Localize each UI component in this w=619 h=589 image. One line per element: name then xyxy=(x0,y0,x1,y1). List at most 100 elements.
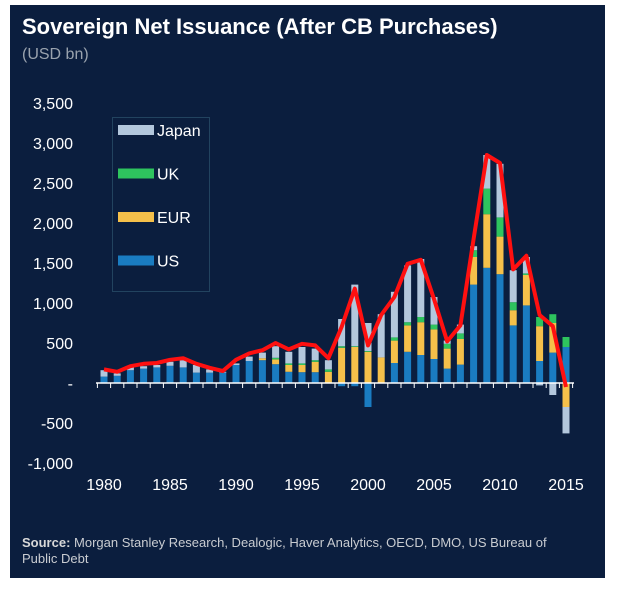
bar-us-1989 xyxy=(219,372,227,383)
bar-uk-1998 xyxy=(338,346,346,348)
bar-uk-1994 xyxy=(285,363,293,365)
x-tick-label: 1985 xyxy=(152,477,188,494)
bar-us-2011 xyxy=(509,325,517,383)
bar-eur-1999 xyxy=(351,347,359,383)
bar-uk-1993 xyxy=(272,357,280,360)
bar-japan-2004 xyxy=(417,259,425,317)
bar-us-2014 xyxy=(549,352,557,383)
bar-japan-2002 xyxy=(390,291,398,338)
legend-label-eur: EUR xyxy=(157,210,191,227)
y-tick-label: 1,000 xyxy=(33,296,73,313)
bar-japan-2005 xyxy=(430,297,438,325)
bar-uk-2012 xyxy=(522,273,530,275)
bar-eur-2009 xyxy=(483,214,491,268)
bar-japan-1988 xyxy=(206,369,214,373)
bar-japan-1986 xyxy=(179,360,187,368)
bar-uk-2003 xyxy=(404,322,412,326)
bar-eur-2008 xyxy=(470,257,478,285)
bar-japan-2014 xyxy=(549,383,557,395)
bar-japan-2012 xyxy=(522,257,530,274)
bar-eur-2015 xyxy=(562,383,570,407)
legend-label-us: US xyxy=(157,254,179,271)
y-tick-label: 2,000 xyxy=(33,216,73,233)
bar-us-2013 xyxy=(536,361,544,383)
source-note: Source: Morgan Stanley Research, Dealogi… xyxy=(22,535,582,567)
bar-uk-2000 xyxy=(364,351,372,352)
bar-uk-2008 xyxy=(470,250,478,257)
y-tick-label: 500 xyxy=(46,336,73,353)
bar-japan-1994 xyxy=(285,351,293,364)
bar-us-2000 xyxy=(364,383,372,407)
bar-us-1993 xyxy=(272,364,280,383)
bar-eur-1993 xyxy=(272,359,280,365)
bar-us-2009 xyxy=(483,267,491,383)
bar-us-2010 xyxy=(496,274,504,383)
bar-eur-2002 xyxy=(390,340,398,363)
bar-us-1992 xyxy=(258,360,266,383)
bar-japan-1993 xyxy=(272,346,280,358)
bar-us-2012 xyxy=(522,305,530,383)
y-tick-label: 3,000 xyxy=(33,136,73,153)
y-tick-label: 1,500 xyxy=(33,256,73,273)
bar-japan-1992 xyxy=(258,352,266,359)
bar-us-1995 xyxy=(298,372,306,383)
bar-uk-2013 xyxy=(536,317,544,327)
bar-us-2006 xyxy=(443,368,451,383)
bar-japan-1982 xyxy=(126,367,134,371)
bar-japan-1997 xyxy=(324,360,332,370)
bar-us-1988 xyxy=(206,372,214,383)
bar-eur-1994 xyxy=(285,365,293,372)
bar-us-2007 xyxy=(456,364,464,383)
bar-us-1980 xyxy=(100,376,108,383)
bar-japan-2003 xyxy=(404,265,412,323)
x-tick-label: 1995 xyxy=(284,477,320,494)
bar-uk-1999 xyxy=(351,346,359,347)
bar-eur-1998 xyxy=(338,347,346,383)
bar-us-2004 xyxy=(417,355,425,383)
chart-title: Sovereign Net Issuance (After CB Purchas… xyxy=(22,14,498,39)
bar-uk-2010 xyxy=(496,217,504,237)
legend-swatch-eur xyxy=(118,212,154,222)
legend-swatch-us xyxy=(118,255,154,266)
bar-japan-2015 xyxy=(562,407,570,434)
bar-japan-2010 xyxy=(496,163,504,218)
bar-us-1987 xyxy=(192,372,200,383)
source-text: Morgan Stanley Research, Dealogic, Haver… xyxy=(22,535,547,566)
bar-eur-2007 xyxy=(456,339,464,365)
bar-eur-2004 xyxy=(417,322,425,355)
bar-us-2008 xyxy=(470,284,478,383)
bar-japan-2001 xyxy=(377,314,385,358)
legend-label-japan: Japan xyxy=(157,123,201,140)
bar-eur-1996 xyxy=(311,361,319,373)
bar-japan-1981 xyxy=(113,373,121,376)
bar-us-1986 xyxy=(179,367,187,383)
chart-panel xyxy=(10,5,605,578)
bar-japan-2013 xyxy=(536,383,544,386)
bar-uk-2004 xyxy=(417,317,425,323)
bar-uk-1996 xyxy=(311,360,319,362)
bar-japan-1998 xyxy=(338,319,346,347)
x-tick-label: 2010 xyxy=(482,477,518,494)
bar-uk-2009 xyxy=(483,188,491,215)
bar-eur-2005 xyxy=(430,329,438,359)
bar-eur-2006 xyxy=(443,348,451,369)
y-tick-label: -1,000 xyxy=(28,456,73,473)
bar-japan-1987 xyxy=(192,365,200,373)
bar-uk-2006 xyxy=(443,343,451,349)
bar-japan-1980 xyxy=(100,370,108,377)
bar-us-2005 xyxy=(430,359,438,383)
bar-eur-2010 xyxy=(496,236,504,275)
bar-eur-2011 xyxy=(509,310,517,326)
y-tick-label: 2,500 xyxy=(33,176,73,193)
bar-japan-1995 xyxy=(298,347,306,364)
legend-swatch-uk xyxy=(118,168,154,179)
bar-japan-1990 xyxy=(232,363,240,365)
bar-us-2015 xyxy=(562,347,570,383)
bar-uk-1997 xyxy=(324,369,332,372)
bar-uk-2014 xyxy=(549,314,557,323)
source-label: Source: xyxy=(22,535,71,550)
bar-japan-1991 xyxy=(245,356,253,361)
bar-japan-1999 xyxy=(351,284,359,347)
bar-uk-2005 xyxy=(430,324,438,330)
